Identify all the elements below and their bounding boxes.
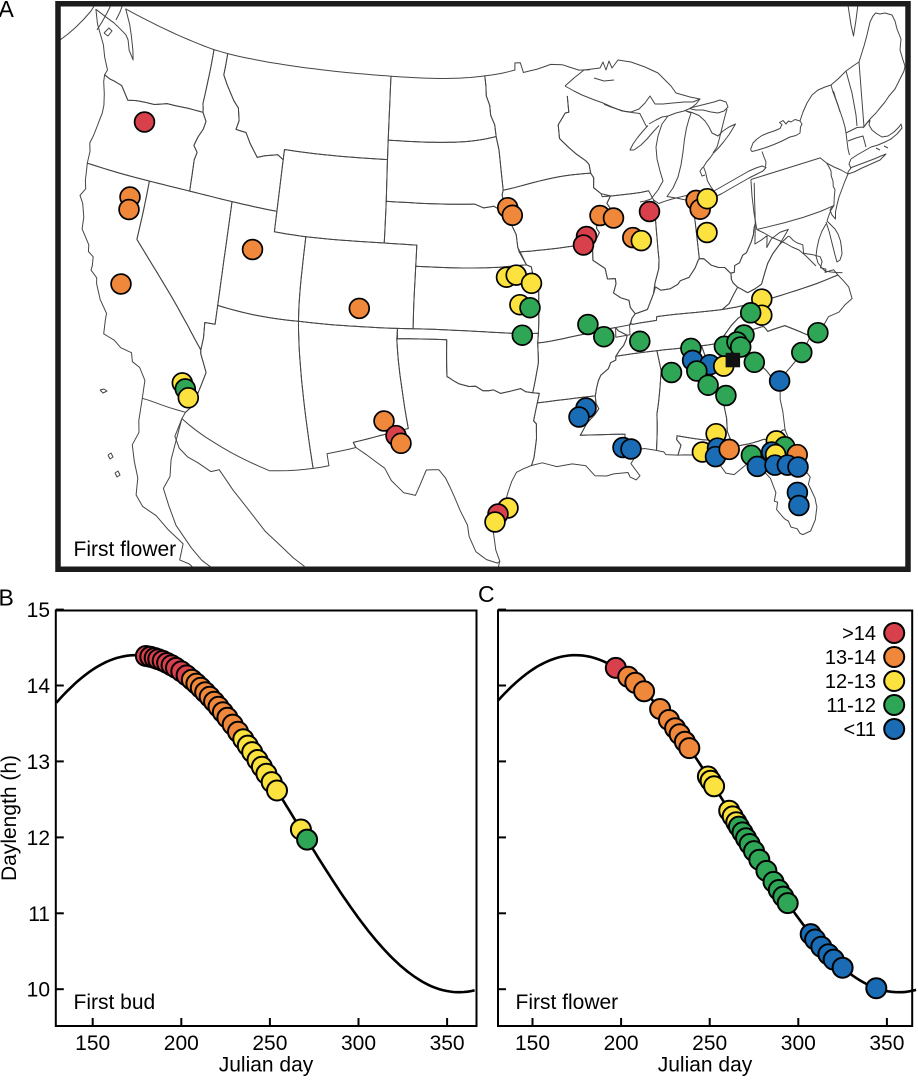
svg-text:12-13: 12-13	[825, 671, 876, 693]
svg-text:200: 200	[164, 1032, 199, 1055]
svg-text:11-12: 11-12	[826, 695, 876, 717]
svg-text:First flower: First flower	[516, 991, 619, 1014]
svg-text:14: 14	[27, 675, 51, 698]
svg-text:250: 250	[252, 1032, 287, 1055]
svg-text:13-14: 13-14	[825, 647, 876, 669]
svg-text:A: A	[0, 0, 15, 22]
svg-text:10: 10	[27, 979, 50, 1002]
svg-text:350: 350	[430, 1032, 465, 1055]
svg-text:Daylength (h): Daylength (h)	[0, 755, 21, 881]
svg-text:Julian day: Julian day	[658, 1054, 753, 1077]
svg-text:Julian day: Julian day	[219, 1054, 314, 1077]
svg-text:<11: <11	[844, 719, 876, 741]
svg-text:C: C	[478, 581, 495, 607]
svg-text:300: 300	[341, 1032, 376, 1055]
svg-text:B: B	[0, 585, 14, 611]
svg-text:First flower: First flower	[74, 538, 177, 561]
svg-text:11: 11	[28, 903, 50, 926]
svg-text:250: 250	[692, 1032, 727, 1055]
svg-text:First bud: First bud	[74, 991, 156, 1014]
svg-text:200: 200	[604, 1032, 639, 1055]
svg-text:12: 12	[27, 827, 50, 850]
svg-text:13: 13	[27, 751, 50, 774]
svg-text:150: 150	[515, 1032, 550, 1055]
svg-text:15: 15	[27, 599, 50, 622]
svg-text:300: 300	[781, 1032, 816, 1055]
svg-text:>14: >14	[842, 623, 876, 645]
svg-text:150: 150	[75, 1032, 110, 1055]
svg-text:350: 350	[869, 1032, 904, 1055]
